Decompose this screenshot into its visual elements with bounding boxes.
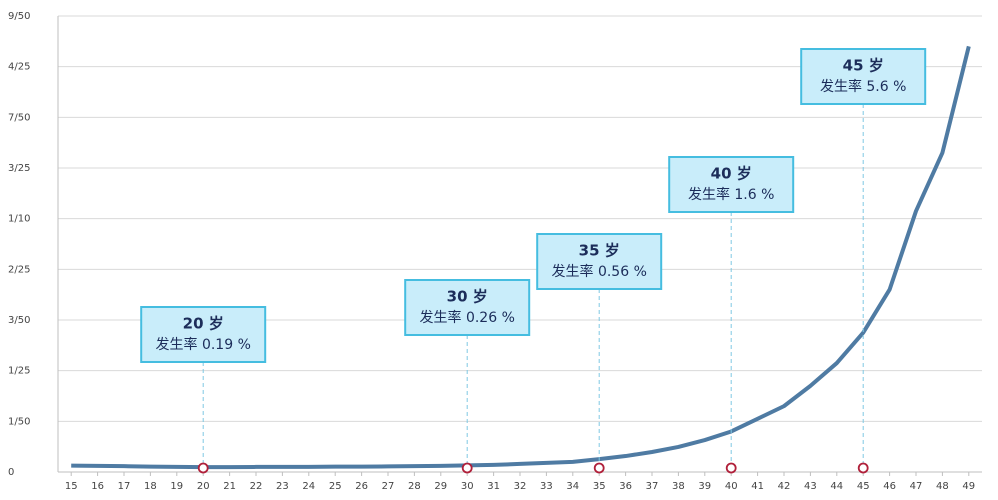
annotation-marker (725, 462, 737, 474)
x-tick-label: 22 (250, 481, 263, 492)
annotation-marker (593, 462, 605, 474)
x-tick-label: 21 (223, 481, 236, 492)
x-tick-label: 40 (725, 481, 738, 492)
annotation-label: 发生率 5.6 % (820, 78, 906, 95)
x-tick-label: 16 (91, 481, 104, 492)
x-tick-label: 19 (170, 481, 183, 492)
annotation-title: 45 岁 (843, 57, 884, 75)
x-tick-label: 31 (487, 481, 500, 492)
x-tick-label: 46 (883, 481, 896, 492)
x-tick-label: 15 (65, 481, 78, 492)
x-tick-label: 43 (804, 481, 817, 492)
x-tick-label: 34 (566, 481, 579, 492)
x-tick-label: 25 (329, 481, 342, 492)
annotation-marker (857, 462, 869, 474)
x-tick-label: 39 (698, 481, 711, 492)
annotation-label: 发生率 0.56 % (552, 263, 647, 280)
y-tick-label: 1/25 (8, 366, 30, 377)
x-tick-label: 48 (936, 481, 949, 492)
x-tick-label: 42 (778, 481, 791, 492)
y-tick-label: 3/50 (8, 315, 30, 326)
x-tick-label: 45 (857, 481, 870, 492)
x-tick-label: 20 (197, 481, 210, 492)
annotation-label: 发生率 0.26 % (420, 309, 515, 326)
y-tick-label: 3/25 (8, 163, 30, 174)
y-tick-label: 9/50 (8, 11, 30, 22)
x-tick-label: 29 (434, 481, 447, 492)
x-tick-label: 23 (276, 481, 289, 492)
x-tick-label: 33 (540, 481, 553, 492)
annotation-title: 30 岁 (447, 288, 488, 306)
x-tick-label: 44 (830, 481, 843, 492)
x-tick-label: 24 (302, 481, 315, 492)
x-tick-label: 32 (514, 481, 527, 492)
x-tick-label: 30 (461, 481, 474, 492)
annotation-box (668, 156, 795, 213)
annotation-title: 40 岁 (711, 165, 752, 183)
y-tick-label: 1/50 (8, 416, 30, 427)
x-tick-label: 49 (962, 481, 975, 492)
annotation-label: 发生率 0.19 % (156, 336, 251, 353)
annotation-marker (197, 462, 209, 474)
annotation-title: 20 岁 (183, 315, 224, 333)
x-tick-label: 28 (408, 481, 421, 492)
annotation-title: 35 岁 (579, 242, 620, 260)
data-line (71, 45, 971, 470)
x-tick-label: 17 (118, 481, 131, 492)
y-tick-label: 1/10 (8, 214, 30, 225)
y-tick-label: 4/25 (8, 62, 30, 73)
annotation-box (404, 279, 531, 336)
annotation-label: 发生率 1.6 % (688, 186, 774, 203)
x-tick-label: 27 (382, 481, 395, 492)
annotation-box (536, 233, 663, 290)
x-tick-label: 18 (144, 481, 157, 492)
y-tick-label: 7/50 (8, 112, 30, 123)
x-tick-label: 37 (646, 481, 659, 492)
annotation-box (800, 48, 927, 105)
x-tick-label: 26 (355, 481, 368, 492)
y-tick-label: 2/25 (8, 264, 30, 275)
x-tick-label: 47 (910, 481, 923, 492)
x-tick-label: 41 (751, 481, 764, 492)
annotation-box (140, 306, 267, 363)
x-tick-label: 36 (619, 481, 632, 492)
y-tick-label: 0 (8, 467, 14, 478)
annotation-marker (461, 462, 473, 474)
x-tick-label: 38 (672, 481, 685, 492)
x-tick-label: 35 (593, 481, 606, 492)
